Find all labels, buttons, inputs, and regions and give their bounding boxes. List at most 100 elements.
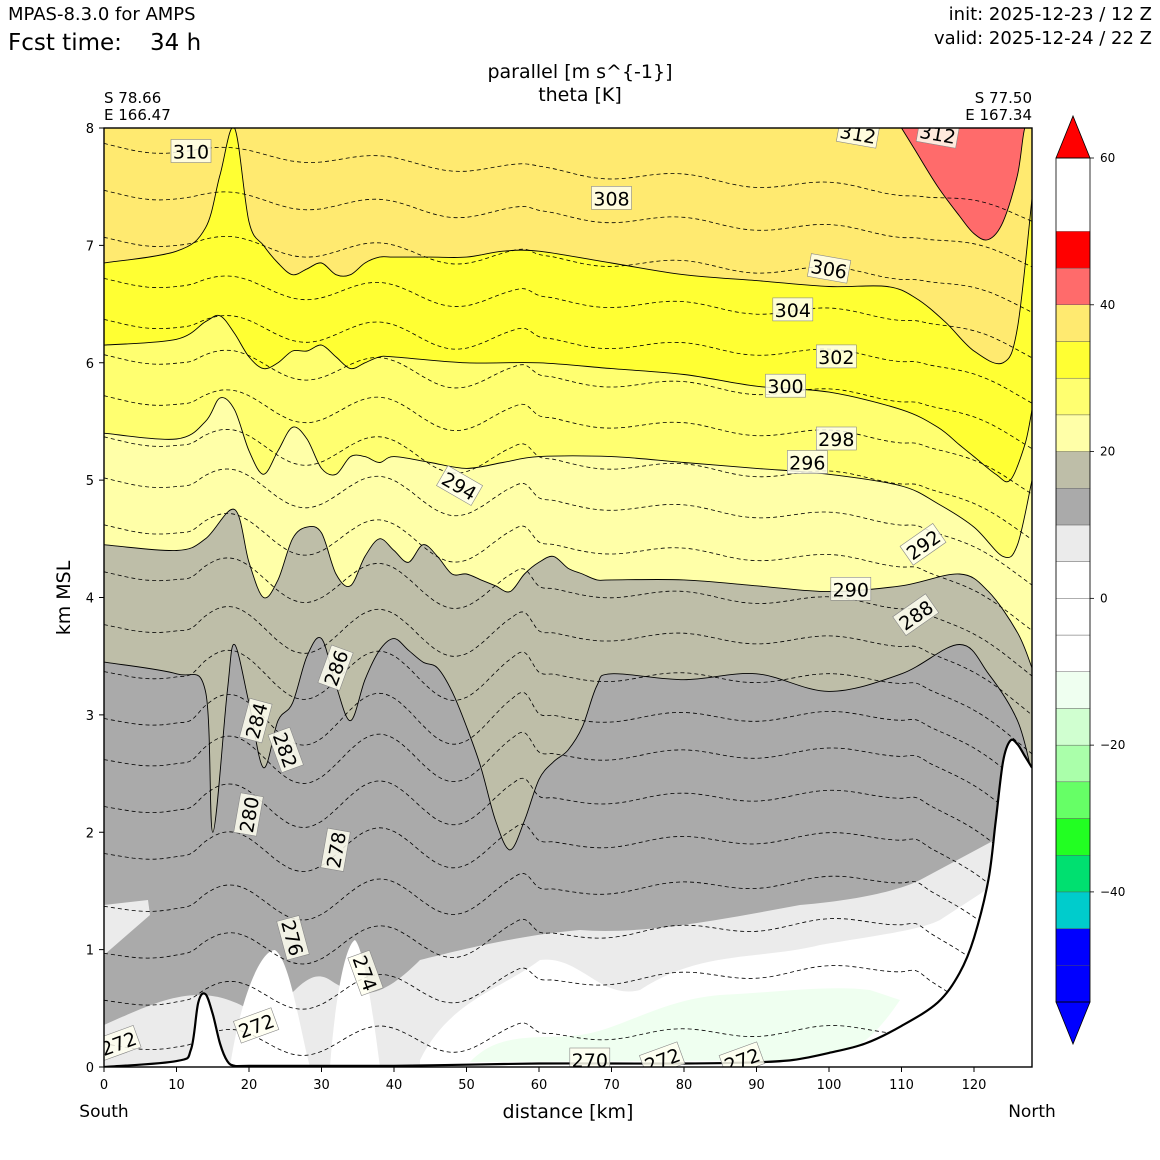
chart-title: parallel [m s^{-1}] <box>487 61 672 83</box>
svg-text:302: 302 <box>818 347 854 369</box>
wind-contour-45 <box>901 128 1032 241</box>
y-tick-label-4: 4 <box>86 592 94 607</box>
wind-band-low-neg <box>470 988 900 1062</box>
colorbar-segment-7 <box>1055 708 1091 746</box>
wind-contour-1 <box>104 508 1032 669</box>
x-tick-label-12: 120 <box>962 1078 987 1093</box>
wind-contours <box>104 128 1032 851</box>
colorbar-segment-15 <box>1055 414 1091 452</box>
theta-label-13: 290 <box>830 576 872 601</box>
theta-label-23: 310 <box>170 139 212 164</box>
colorbar-tick-label-4: −20 <box>1100 738 1125 752</box>
theta-isentrope-4 <box>104 823 1032 924</box>
colorbar-segment-17 <box>1055 341 1091 379</box>
theta-label-16: 296 <box>786 450 828 475</box>
colorbar-tick-label-0: 60 <box>1100 151 1115 165</box>
terrain-fill <box>104 739 1032 1067</box>
theta-label-17: 298 <box>815 426 857 451</box>
theta-isentrope-1 <box>104 965 1032 1062</box>
theta-label-22: 308 <box>591 186 632 210</box>
theta-label-9: 282 <box>267 726 304 774</box>
colorbar-segment-3 <box>1055 855 1091 893</box>
y-tick-label-1: 1 <box>86 944 94 959</box>
svg-text:296: 296 <box>789 453 825 475</box>
theta-isentrope-6 <box>104 731 1032 833</box>
colorbar-over-arrow <box>1055 114 1091 159</box>
y-tick-label-3: 3 <box>86 709 94 724</box>
colorbar-tick-label-1: 40 <box>1100 298 1115 312</box>
chart-subtitle: theta [K] <box>538 84 622 106</box>
theta-isentrope-18 <box>104 235 1032 313</box>
colorbar-segment-0 <box>1055 965 1091 1003</box>
colorbar-tick-label-3: 0 <box>1100 591 1108 605</box>
theta-label-8: 280 <box>233 792 264 837</box>
wind-band-45-50 <box>901 128 1032 240</box>
x-tick-label-1: 10 <box>168 1078 185 1093</box>
x-tick-label-11: 110 <box>889 1078 914 1093</box>
x-axis: 0 10 20 30 40 50 60 70 80 90 100 110 120 <box>100 1067 987 1093</box>
y-tick-label-2: 2 <box>86 826 94 841</box>
wind-band-35-45 <box>104 128 1032 364</box>
colorbar-tick-label-5: −40 <box>1100 885 1125 899</box>
wind-contour-0 <box>104 637 1032 851</box>
theta-isentrope-19 <box>104 189 1032 268</box>
theta-isentrope-10 <box>104 557 1032 677</box>
south-label: South <box>79 1102 128 1122</box>
theta-isentrope-15 <box>104 349 1032 450</box>
x-tick-label-4: 40 <box>386 1078 403 1093</box>
wind-contour-4 <box>104 128 1032 365</box>
theta-isentrope-14 <box>104 389 1032 495</box>
start-lon: E 166.47 <box>104 106 171 124</box>
colorbar-segment-12 <box>1055 524 1091 562</box>
colorbar-segment-8 <box>1055 671 1091 709</box>
theta-isentrope-2 <box>104 918 1032 1014</box>
theta-label-18: 300 <box>765 373 806 398</box>
y-tick-label-8: 8 <box>86 122 94 137</box>
start-lat: S 78.66 <box>104 89 161 107</box>
x-tick-label-9: 90 <box>748 1078 765 1093</box>
wind-band-low-pale-left <box>104 900 150 955</box>
header-fcst-value: 34 h <box>150 30 202 56</box>
x-tick-label-7: 70 <box>603 1078 620 1093</box>
colorbar-segment-16 <box>1055 377 1091 416</box>
wind-contour-3 <box>104 314 1032 483</box>
theta-contours <box>104 143 1032 1062</box>
colorbar-segment-20 <box>1055 231 1091 269</box>
colorbar: 60 40 20 0 −20 −40 <box>1055 114 1125 1046</box>
theta-isentrope-0 <box>104 1022 1032 1062</box>
north-label: North <box>1008 1102 1056 1122</box>
x-tick-label-3: 30 <box>313 1078 330 1093</box>
theta-isentrope-9 <box>104 606 1032 716</box>
wind-band-low-white-left <box>230 940 380 1067</box>
svg-text:300: 300 <box>767 376 803 398</box>
colorbar-segment-9 <box>1055 634 1091 672</box>
colorbar-segment-18 <box>1055 304 1091 342</box>
colorbar-segment-13 <box>1055 488 1091 526</box>
colorbar-segment-11 <box>1055 561 1091 599</box>
theta-label-24: 312 <box>836 121 881 149</box>
header-model: MPAS-8.3.0 for AMPS <box>8 4 196 25</box>
x-tick-label-8: 80 <box>676 1078 693 1093</box>
colorbar-segment-10 <box>1055 598 1091 636</box>
y-axis-label: km MSL <box>53 560 75 635</box>
theta-label-25: 312 <box>915 128 960 149</box>
theta-isentrope-20 <box>104 143 1032 222</box>
y-tick-label-5: 5 <box>86 474 94 489</box>
header-valid: valid: 2025-12-24 / 22 Z <box>934 28 1152 49</box>
colorbar-segment-5 <box>1055 781 1091 819</box>
y-axis: 0 1 2 3 4 5 6 7 8 <box>86 122 104 1076</box>
x-tick-label-0: 0 <box>100 1078 108 1093</box>
theta-isentrope-8 <box>104 649 1032 755</box>
x-tick-label-6: 60 <box>531 1078 548 1093</box>
colorbar-tick-label-2: 20 <box>1100 445 1115 459</box>
svg-text:312: 312 <box>838 121 878 149</box>
colorbar-segment-14 <box>1055 451 1091 489</box>
y-tick-label-0: 0 <box>86 1061 94 1076</box>
header-fcst-label: Fcst time: <box>8 30 122 56</box>
colorbar-segment-4 <box>1055 818 1091 856</box>
colorbar-segment-19 <box>1055 267 1091 305</box>
svg-text:310: 310 <box>173 142 209 164</box>
theta-label-2: 270 <box>569 1047 611 1067</box>
